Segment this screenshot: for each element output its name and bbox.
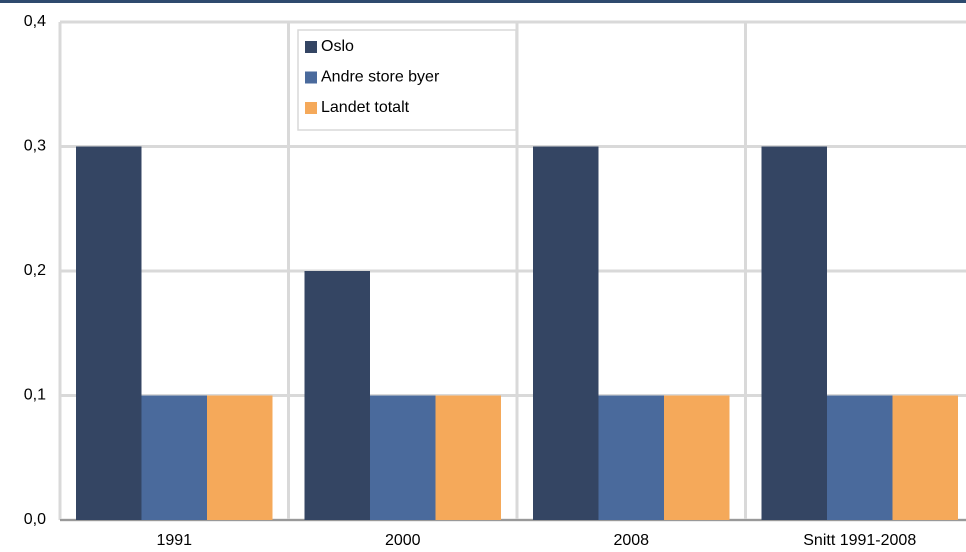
bar [304,271,370,520]
bar [370,395,436,520]
legend-box [297,29,517,131]
top-border [0,0,966,3]
bar [533,146,599,520]
bar [598,395,664,520]
bar [827,395,893,520]
x-tick-label: 1991 [156,532,192,549]
bar [141,395,207,520]
bar [207,395,273,520]
y-tick-label: 0,0 [24,511,46,528]
bar [761,146,827,520]
x-tick-label: 2008 [613,532,649,549]
bar [435,395,501,520]
legend-label: Landet totalt [321,99,410,116]
y-tick-label: 0,3 [24,138,46,155]
bar [892,395,958,520]
legend-swatch [305,41,317,53]
y-tick-label: 0,4 [24,13,46,30]
legend-swatch [305,71,317,84]
legend-swatch [305,102,317,114]
y-tick-label: 0,1 [24,387,46,404]
x-tick-label: Snitt 1991-2008 [803,532,916,549]
legend-label: Andre store byer [321,69,440,86]
bar [664,395,730,520]
legend-label: Oslo [321,38,354,55]
bar [76,146,142,520]
y-tick-label: 0,2 [24,262,46,279]
x-tick-label: 2000 [385,532,421,549]
